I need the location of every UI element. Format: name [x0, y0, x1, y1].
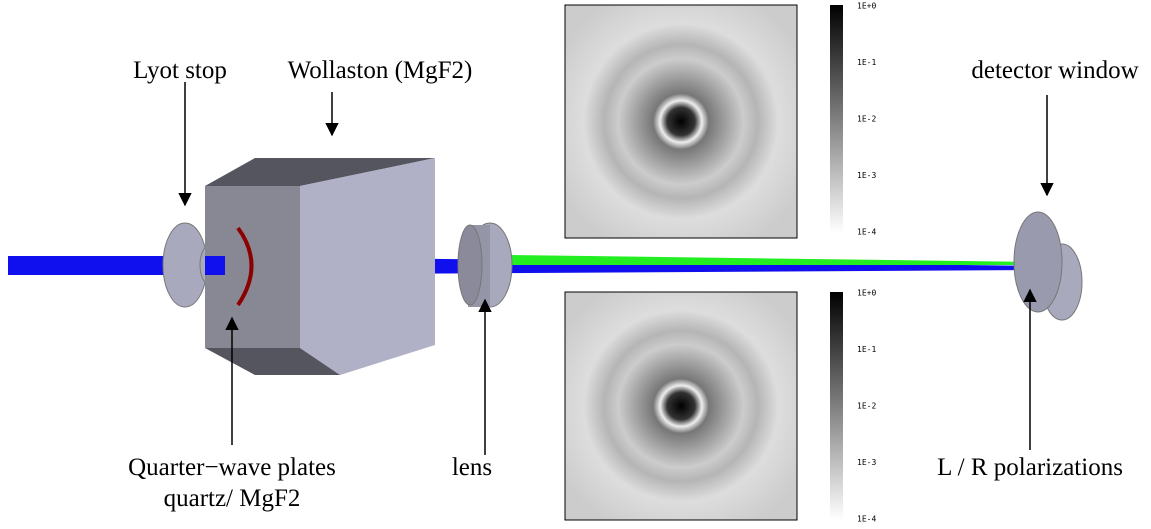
colorbar-tick-label: 1E-4 [857, 515, 876, 524]
psf-image-top [565, 5, 797, 238]
colorbar-tick-label: 1E+0 [857, 2, 876, 11]
label: Lyot stop [133, 57, 227, 84]
label: L / R polarizations [937, 454, 1123, 481]
colorbar-tick-label: 1E+0 [857, 289, 876, 298]
label: quartz/ MgF2 [164, 485, 301, 512]
colorbar-bottom [830, 292, 843, 520]
colorbar-tick-label: 1E-3 [857, 171, 876, 180]
label: Quarter−wave plates [128, 454, 336, 481]
detector-window [1014, 212, 1062, 312]
psf-image-bottom [565, 292, 797, 520]
optical-diagram: Lyot stop Wollaston (MgF2) detector wind… [0, 0, 1151, 529]
colorbar-tick-label: 1E-3 [857, 458, 876, 467]
colorbar-tick-label: 1E-1 [857, 345, 876, 354]
colorbar-tick-label: 1E-4 [857, 228, 876, 237]
lens-front [458, 225, 482, 305]
label: detector window [971, 57, 1138, 84]
label: Wollaston (MgF2) [288, 57, 473, 84]
colorbar-top [830, 5, 843, 233]
colorbar-tick-label: 1E-1 [857, 58, 876, 67]
colorbar-tick-label: 1E-2 [857, 115, 876, 124]
colorbar-tick-label: 1E-2 [857, 402, 876, 411]
label: lens [452, 454, 492, 481]
block-beam [205, 256, 225, 275]
green-beam [460, 255, 1040, 266]
block-side [300, 158, 435, 375]
